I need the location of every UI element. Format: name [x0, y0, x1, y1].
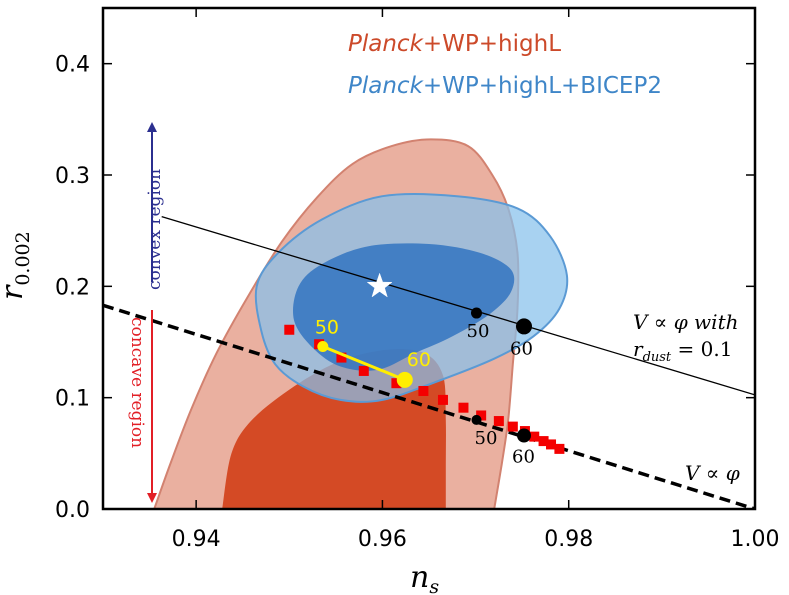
- plot-frame: [101, 6, 757, 511]
- red-square-13: [538, 436, 549, 447]
- red-square-4: [391, 378, 402, 389]
- dashed-line: [103, 303, 755, 509]
- black-label-upper-60: 60: [510, 338, 533, 359]
- best-fit-star: [366, 272, 393, 298]
- bicep-inner-contour: [292, 243, 515, 371]
- dust-line: [161, 216, 755, 396]
- red-square-3: [358, 365, 369, 376]
- black-point-lower-60: [517, 428, 532, 443]
- y-tick-label-3: 0.3: [55, 164, 90, 189]
- y-axis-label: r0.002: [0, 231, 34, 300]
- black-point-upper-60: [516, 318, 533, 335]
- red-square-5: [418, 385, 429, 396]
- black-point-lower-50: [471, 414, 482, 425]
- x-tick-label-3: 1.00: [731, 527, 780, 552]
- y-tick-label-4: 0.4: [55, 53, 90, 78]
- red-square-14: [546, 439, 557, 450]
- black-label-upper-50: 50: [467, 321, 490, 342]
- red-square-9: [493, 416, 504, 427]
- red-square-8: [476, 410, 487, 421]
- yellow-label-50: 50: [315, 316, 339, 338]
- legend-planck: Planck+WP+highL: [348, 31, 561, 57]
- yellow-point-60: [396, 371, 413, 388]
- red-square-0: [284, 324, 295, 335]
- dust-value-label: rdust = 0.1: [633, 337, 732, 365]
- red-square-2: [336, 352, 347, 363]
- red-square-10: [507, 421, 518, 432]
- yellow-point-50: [317, 340, 329, 352]
- yellow-segment: [322, 345, 406, 382]
- x-axis-label: ns: [410, 560, 439, 595]
- yellow-label-60: 60: [407, 349, 431, 371]
- y-tick-label-1: 0.1: [55, 387, 90, 412]
- dust-line-label: V ∝ φ with: [633, 310, 739, 334]
- dashed-line-label: V ∝ φ: [685, 461, 740, 485]
- convex-region-label: convex region: [145, 169, 165, 290]
- red-square-12: [529, 431, 540, 442]
- y-tick-label-2: 0.2: [55, 275, 90, 300]
- x-tick-label-2: 0.98: [544, 527, 593, 552]
- legend-bicep: Planck+WP+highL+BICEP2: [348, 73, 662, 99]
- y-tick-label-0: 0.0: [55, 498, 90, 523]
- x-tick-label-0: 0.94: [172, 527, 221, 552]
- x-tick-label-1: 0.96: [358, 527, 407, 552]
- red-square-15: [554, 443, 565, 454]
- red-square-7: [458, 402, 469, 413]
- concave-region-label: concave region: [127, 317, 147, 448]
- black-label-lower-60: 60: [512, 447, 535, 468]
- black-point-upper-50: [471, 307, 483, 319]
- black-label-lower-50: 50: [475, 428, 498, 449]
- red-square-6: [437, 394, 448, 405]
